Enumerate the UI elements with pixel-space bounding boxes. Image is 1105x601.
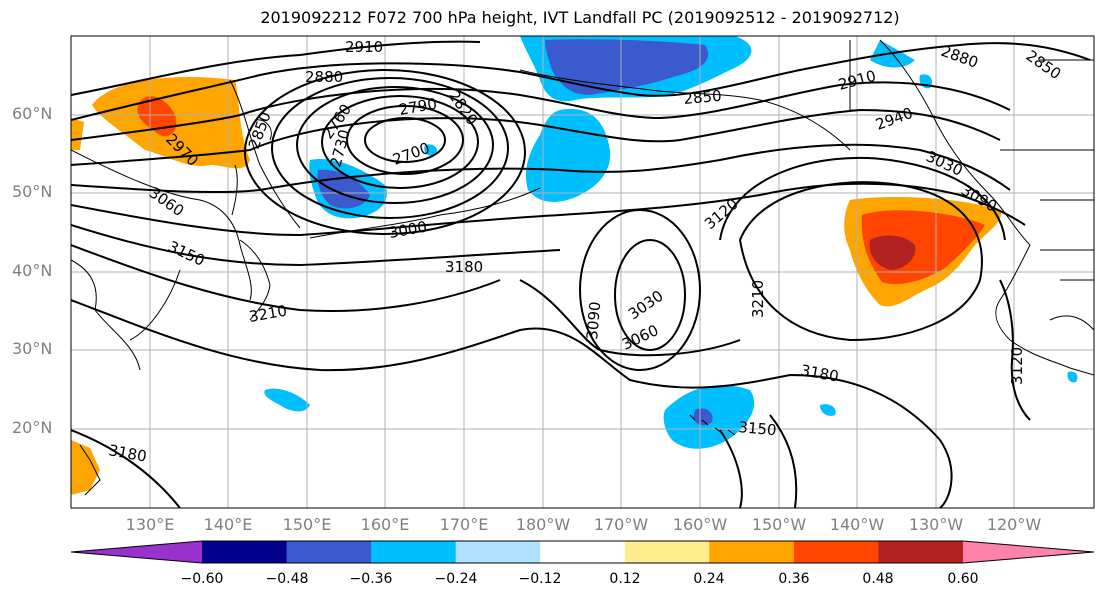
- lat-label: 40°N: [12, 261, 53, 280]
- colorbar-tick-label: 0.48: [862, 571, 894, 587]
- coastlines: [71, 39, 1094, 496]
- lon-label: 140°W: [829, 515, 885, 534]
- contour-label: 3030: [625, 287, 667, 324]
- colorbar-outline: [70, 540, 1095, 564]
- lon-label: 140°E: [203, 515, 253, 534]
- colorbar-extend-max: [963, 541, 1094, 563]
- colorbar-segment: [455, 541, 541, 563]
- colorbar-segment: [202, 541, 288, 563]
- colorbar-tick-label: 0.36: [778, 571, 810, 587]
- contour-label: 3180: [799, 361, 840, 385]
- contour-label: 3000: [388, 218, 429, 242]
- contour-label: 3210: [248, 302, 289, 326]
- colorbar-tick-label: −0.12: [518, 571, 562, 587]
- lon-label: 150°W: [751, 515, 807, 534]
- lat-label: 50°N: [12, 182, 53, 201]
- colorbar: [70, 540, 1095, 564]
- contour-label: 3120: [1008, 347, 1026, 385]
- contour-label: 3060: [146, 184, 188, 221]
- colorbar-segment: [540, 541, 626, 563]
- lon-label: 170°E: [439, 515, 489, 534]
- colorbar-tick-label: −0.36: [349, 571, 393, 587]
- colorbar-tick-label: −0.60: [180, 571, 224, 587]
- contour-label: 3180: [107, 441, 148, 465]
- contour-label: 3180: [445, 258, 483, 276]
- colorbar-extend-min: [71, 541, 202, 563]
- contour-label: 2880: [939, 42, 981, 72]
- colorbar-tick-label: 0.12: [609, 571, 641, 587]
- colorbar-tick-label: −0.48: [265, 571, 309, 587]
- contour-label: 3150: [165, 237, 207, 269]
- lon-label: 120°W: [986, 515, 1042, 534]
- contour-label: 3090: [583, 301, 604, 341]
- contour-label: 2940: [873, 104, 915, 134]
- contour-label: 2850: [1023, 47, 1065, 84]
- colorbar-tick-label: −0.24: [434, 571, 478, 587]
- map-frame: [70, 35, 1095, 509]
- colorbar-segment: [793, 541, 879, 563]
- colorbar-segment: [709, 541, 795, 563]
- lat-label: 60°N: [12, 104, 53, 123]
- colorbar-tick-label: 0.60: [947, 571, 979, 587]
- lon-label: 160°W: [672, 515, 728, 534]
- map-title: 2019092212 F072 700 hPa height, IVT Land…: [260, 8, 900, 27]
- lon-label: 130°E: [125, 515, 175, 534]
- lon-label: 170°W: [593, 515, 649, 534]
- contour-label: 2850: [245, 109, 275, 151]
- colorbar-segment: [371, 541, 457, 563]
- contour-label: 2910: [345, 38, 383, 56]
- colorbar-segment: [624, 541, 710, 563]
- contour-label: 2880: [305, 68, 343, 86]
- colorbar-segment: [286, 541, 372, 563]
- contour-label: 2700: [390, 139, 432, 169]
- colorbar-tick-label: 0.24: [693, 571, 725, 587]
- height-contours: [71, 40, 1091, 508]
- colorbar-segment: [878, 541, 964, 563]
- lat-label: 30°N: [12, 339, 53, 358]
- lon-label: 160°E: [360, 515, 410, 534]
- contour-label: 3210: [749, 280, 767, 318]
- contour-label: 3150: [738, 418, 778, 439]
- lon-label: 130°W: [908, 515, 964, 534]
- lat-label: 20°N: [12, 418, 53, 437]
- lon-label: 180°W: [515, 515, 571, 534]
- contour-label: 2850: [683, 87, 723, 108]
- lon-label: 150°E: [282, 515, 332, 534]
